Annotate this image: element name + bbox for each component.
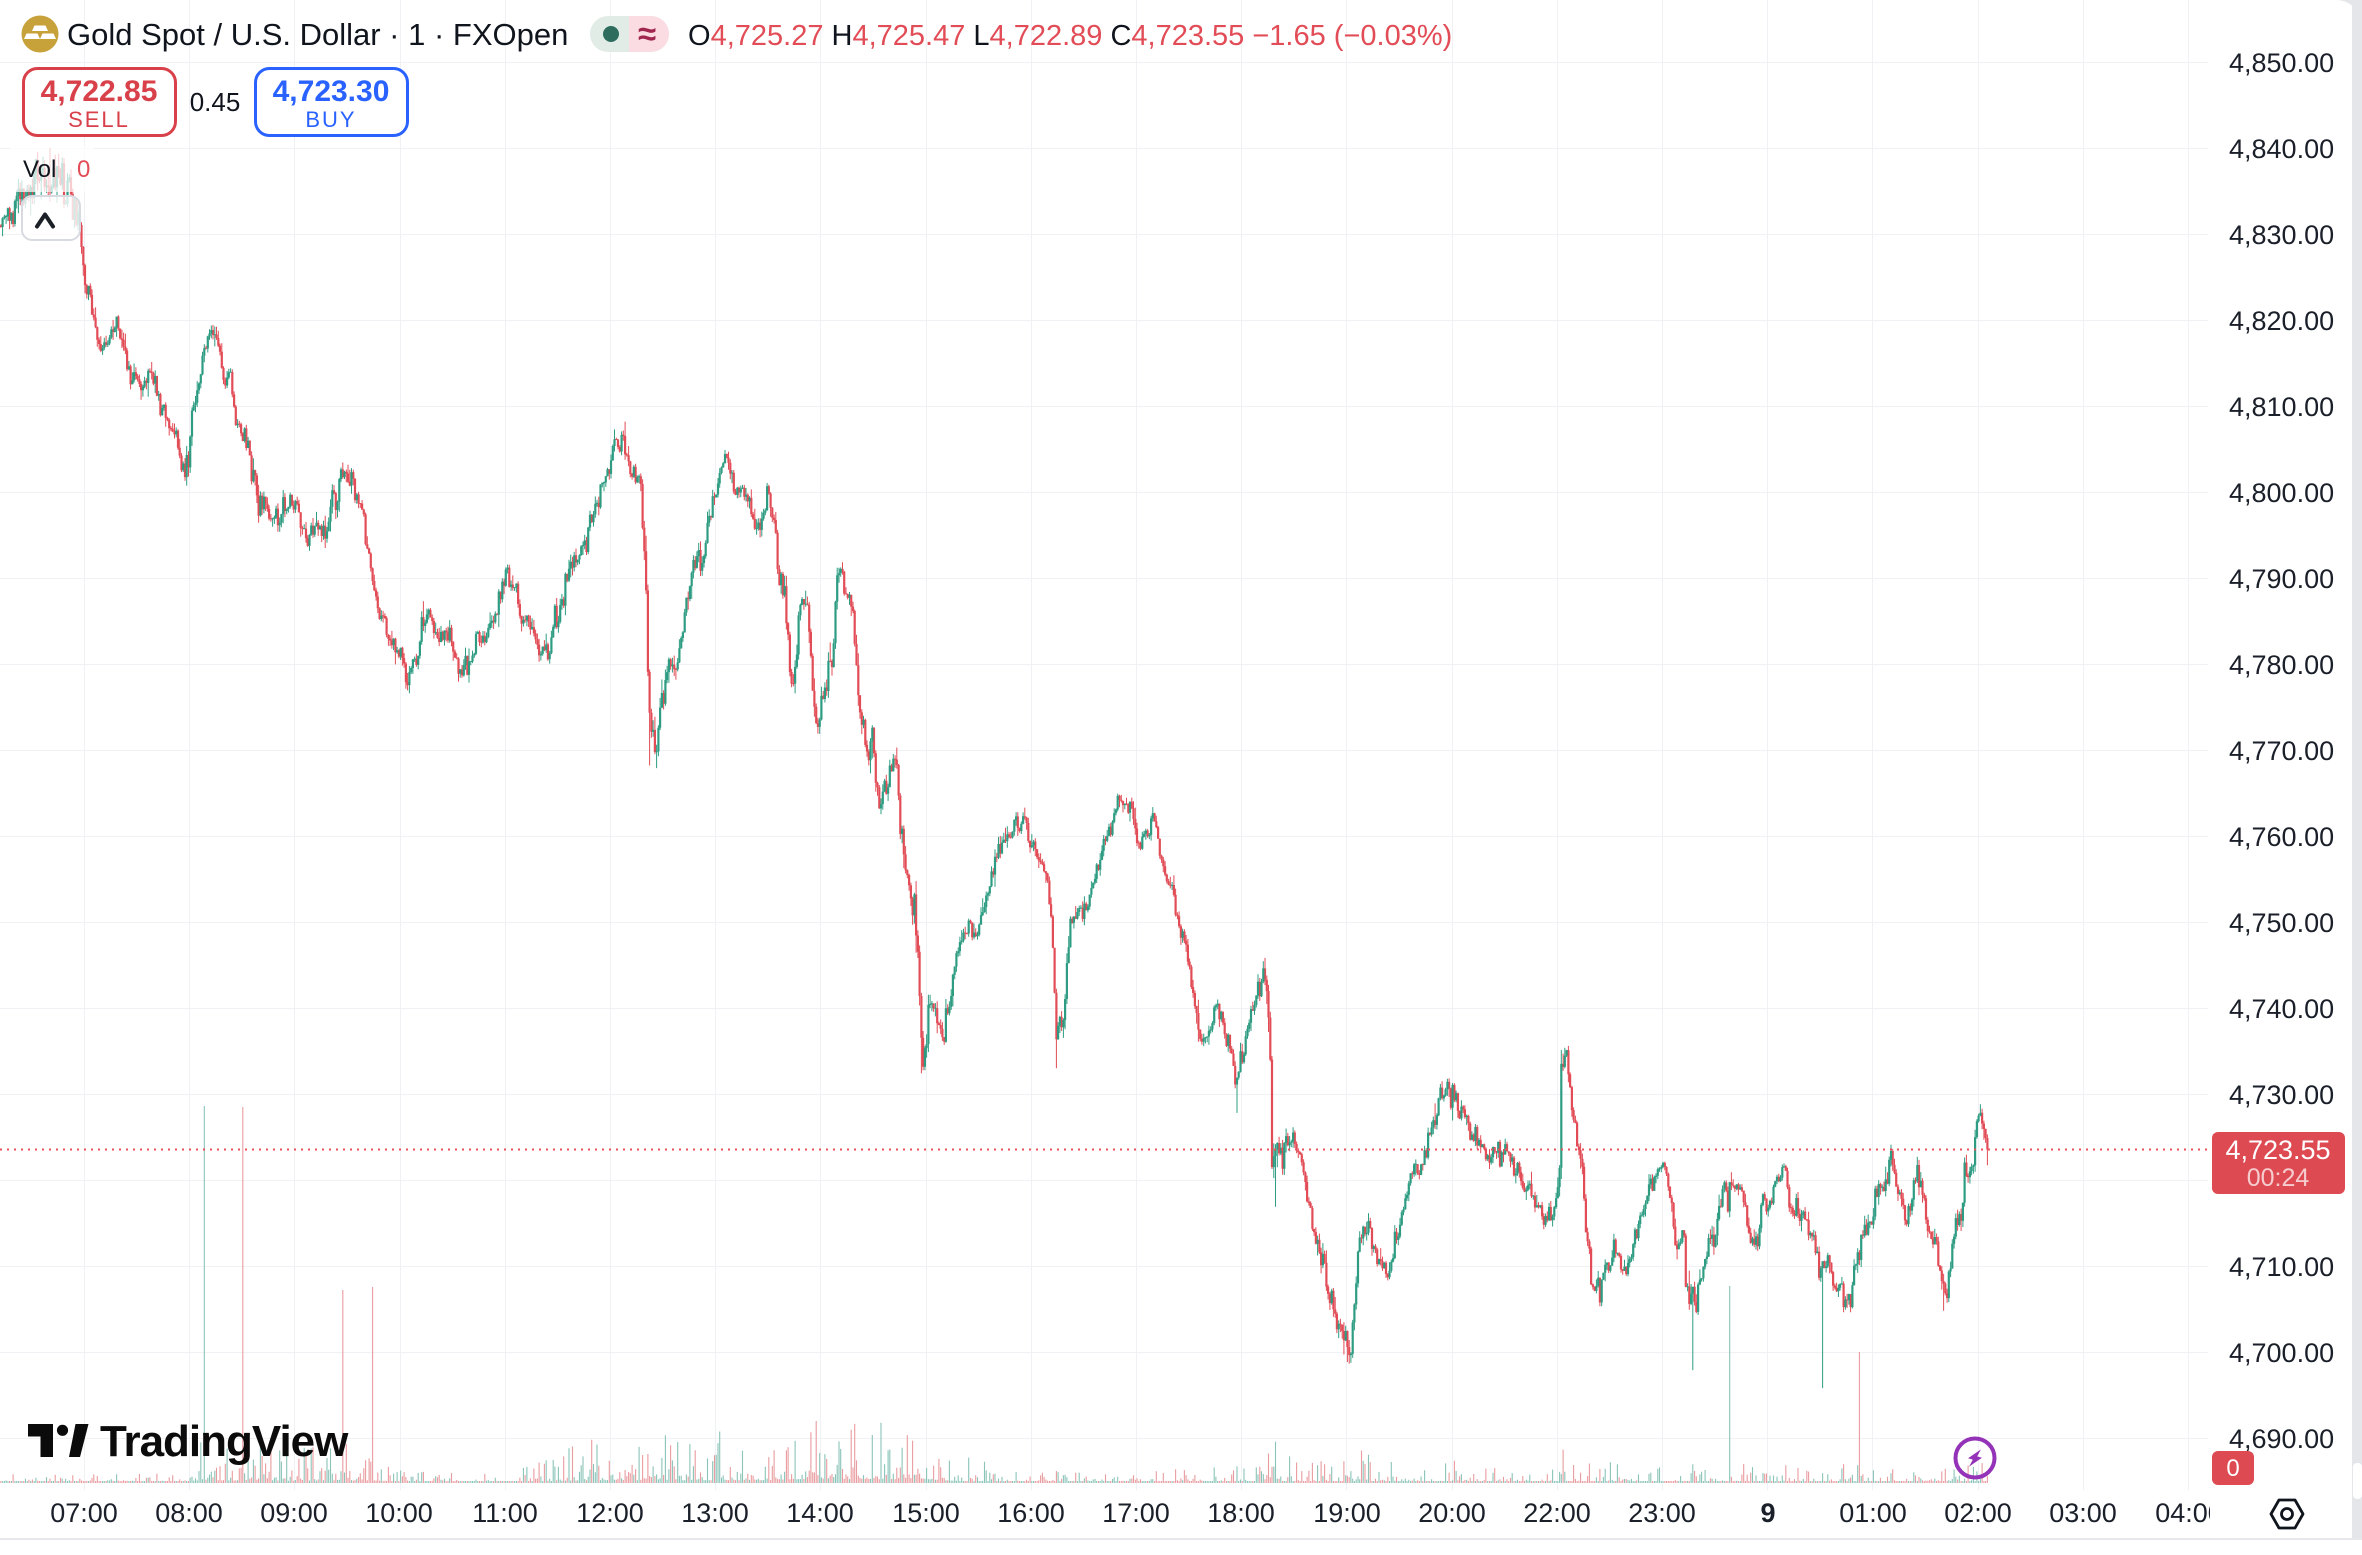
svg-text:TradingView: TradingView xyxy=(100,1417,349,1466)
svg-text:03:00: 03:00 xyxy=(2049,1498,2117,1528)
svg-text:09:00: 09:00 xyxy=(260,1498,328,1528)
svg-text:17:00: 17:00 xyxy=(1102,1498,1170,1528)
svg-text:23:00: 23:00 xyxy=(1628,1498,1696,1528)
svg-text:SELL: SELL xyxy=(68,107,130,132)
svg-text:15:00: 15:00 xyxy=(892,1498,960,1528)
svg-text:9: 9 xyxy=(1760,1498,1775,1528)
svg-text:04:00: 04:00 xyxy=(2155,1498,2223,1528)
svg-text:18:00: 18:00 xyxy=(1207,1498,1275,1528)
svg-text:Gold Spot / U.S. Dollar · 1 ·: Gold Spot / U.S. Dollar · 1 · FXOpen xyxy=(67,17,568,52)
svg-text:4,730.00: 4,730.00 xyxy=(2229,1080,2334,1110)
svg-text:4,750.00: 4,750.00 xyxy=(2229,908,2334,938)
svg-text:4,820.00: 4,820.00 xyxy=(2229,306,2334,336)
svg-text:4,740.00: 4,740.00 xyxy=(2229,994,2334,1024)
svg-text:4,760.00: 4,760.00 xyxy=(2229,822,2334,852)
svg-text:4,723.30: 4,723.30 xyxy=(273,75,390,108)
svg-text:4,850.00: 4,850.00 xyxy=(2229,48,2334,78)
svg-text:00:24: 00:24 xyxy=(2247,1164,2310,1192)
svg-text:BUY: BUY xyxy=(305,107,356,132)
svg-text:4,770.00: 4,770.00 xyxy=(2229,736,2334,766)
svg-text:14:00: 14:00 xyxy=(786,1498,854,1528)
svg-text:0: 0 xyxy=(77,156,90,183)
svg-text:11:00: 11:00 xyxy=(472,1498,538,1528)
svg-text:19:00: 19:00 xyxy=(1313,1498,1381,1528)
svg-text:4,723.55: 4,723.55 xyxy=(2225,1135,2330,1165)
svg-text:4,780.00: 4,780.00 xyxy=(2229,650,2334,680)
svg-text:4,800.00: 4,800.00 xyxy=(2229,478,2334,508)
svg-text:4,690.00: 4,690.00 xyxy=(2229,1424,2334,1454)
svg-text:0.45: 0.45 xyxy=(190,87,241,117)
svg-text:02:00: 02:00 xyxy=(1944,1498,2012,1528)
svg-text:20:00: 20:00 xyxy=(1418,1498,1486,1528)
svg-text:O4,725.27 H4,725.47 L4,722.89: O4,725.27 H4,725.47 L4,722.89 C4,723.55 … xyxy=(688,20,1452,52)
svg-text:10:00: 10:00 xyxy=(365,1498,433,1528)
svg-text:4,830.00: 4,830.00 xyxy=(2229,220,2334,250)
svg-text:4,840.00: 4,840.00 xyxy=(2229,134,2334,164)
svg-text:13:00: 13:00 xyxy=(681,1498,749,1528)
svg-text:12:00: 12:00 xyxy=(576,1498,644,1528)
svg-text:01:00: 01:00 xyxy=(1839,1498,1907,1528)
svg-text:Vol: Vol xyxy=(23,156,56,183)
svg-text:4,810.00: 4,810.00 xyxy=(2229,392,2334,422)
svg-text:4,722.85: 4,722.85 xyxy=(41,75,158,108)
svg-text:4,790.00: 4,790.00 xyxy=(2229,564,2334,594)
svg-text:16:00: 16:00 xyxy=(997,1498,1065,1528)
svg-text:0: 0 xyxy=(2226,1455,2239,1482)
svg-text:4,710.00: 4,710.00 xyxy=(2229,1252,2334,1282)
svg-text:08:00: 08:00 xyxy=(155,1498,223,1528)
svg-text:07:00: 07:00 xyxy=(50,1498,118,1528)
svg-text:22:00: 22:00 xyxy=(1523,1498,1591,1528)
svg-text:4,700.00: 4,700.00 xyxy=(2229,1338,2334,1368)
svg-text:≈: ≈ xyxy=(638,15,656,52)
